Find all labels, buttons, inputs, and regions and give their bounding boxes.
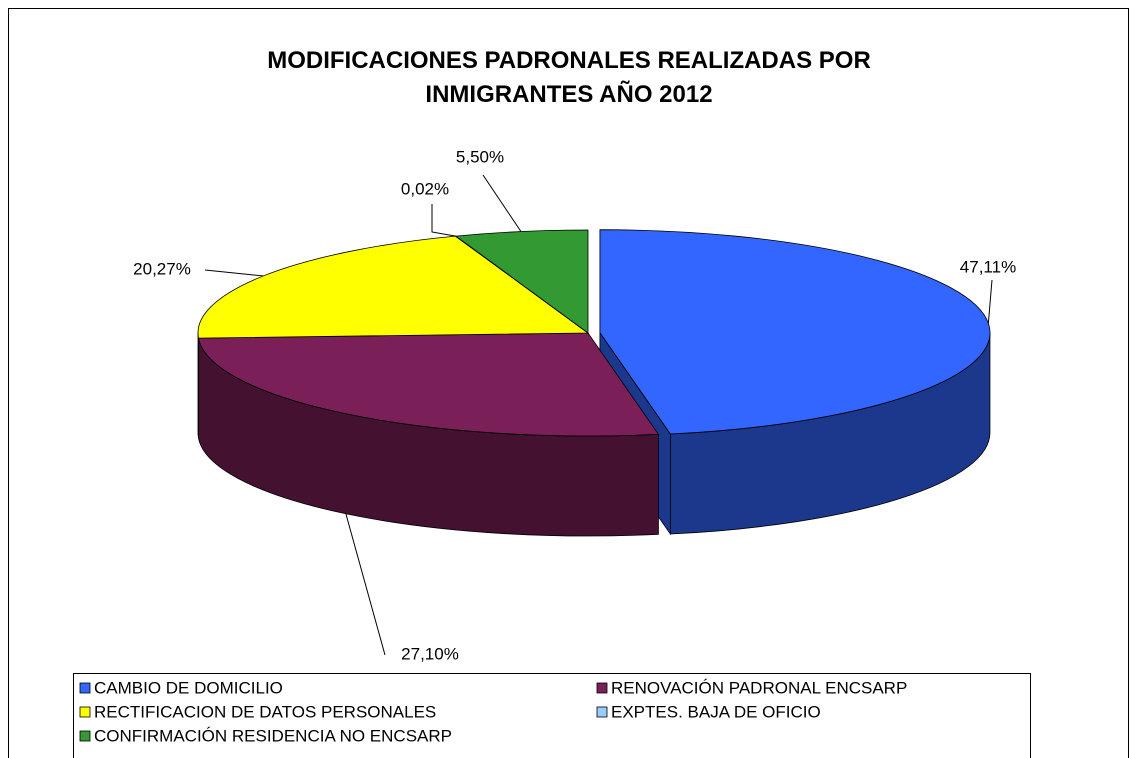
slice — [454, 229, 589, 334]
data-label: 5,50% — [456, 147, 504, 166]
leader-line — [482, 174, 522, 232]
legend-swatch — [596, 706, 608, 718]
legend-swatch — [79, 682, 91, 694]
data-label: 20,27% — [133, 259, 191, 278]
legend-label: CAMBIO DE DOMICILIO — [94, 678, 283, 697]
leader-line — [431, 204, 456, 237]
leader-line — [345, 513, 386, 656]
legend-label: EXPTES. BAJA DE OFICIO — [611, 702, 821, 721]
legend-box — [73, 673, 1031, 758]
leader-line — [204, 269, 264, 277]
slice — [197, 332, 660, 437]
data-label: 47,11% — [960, 257, 1016, 276]
legend-label: RENOVACIÓN PADRONAL ENCSARP — [611, 678, 907, 697]
data-label: 0,02% — [401, 179, 449, 198]
chart-border — [8, 8, 1129, 758]
legend-label: RECTIFICACION DE DATOS PERSONALES — [94, 702, 436, 721]
legend-swatch — [79, 706, 91, 718]
legend-swatch — [596, 682, 608, 694]
legend-swatch — [79, 730, 91, 742]
legend-label: CONFIRMACIÓN RESIDENCIA NO ENCSARP — [94, 726, 452, 745]
data-label: 27,10% — [401, 644, 459, 663]
slice — [599, 229, 991, 435]
leader-line — [987, 279, 993, 324]
slice — [197, 235, 590, 339]
chart-title: MODIFICACIONES PADRONALES REALIZADAS POR… — [267, 47, 871, 108]
